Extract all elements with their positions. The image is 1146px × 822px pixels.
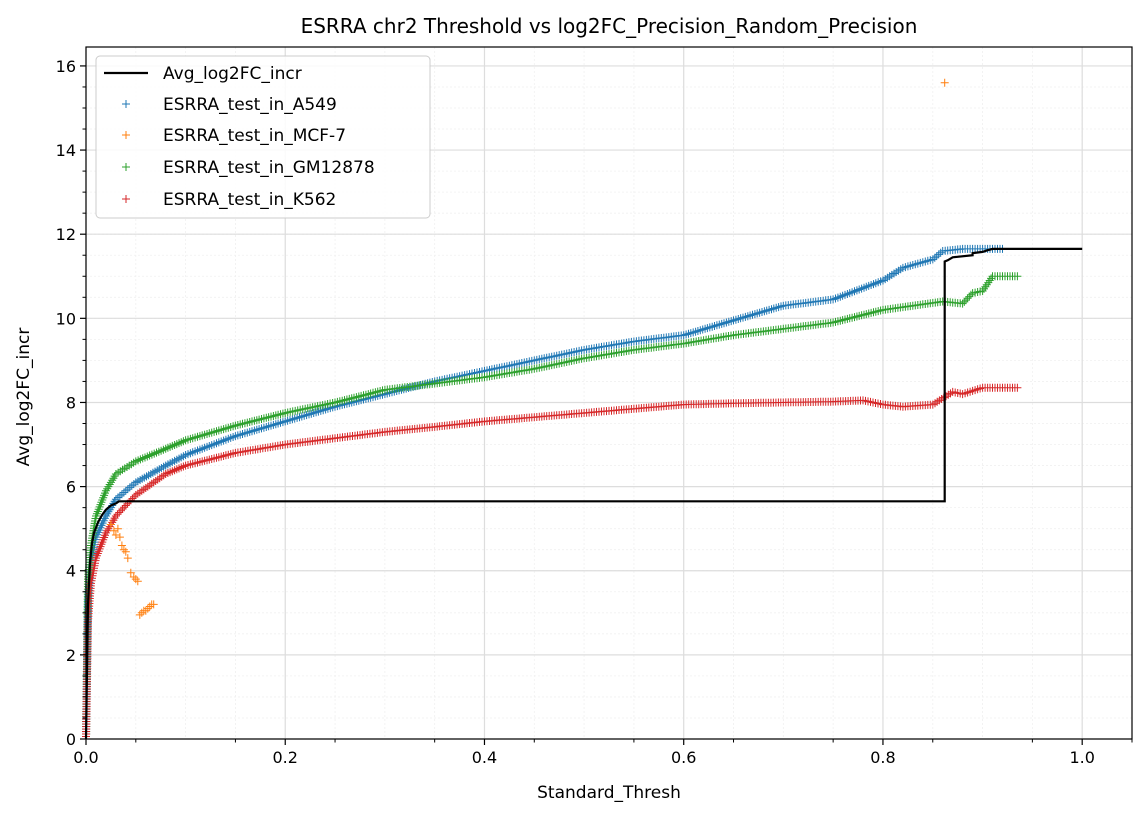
plot-frame [85,46,1133,740]
legend: Avg_log2FC_incr ESRRA_test_in_A549 ESRRA… [95,55,431,219]
chart-title: ESRRA chr2 Threshold vs log2FC_Precision… [301,14,918,38]
avg-log2fc-line [84,247,1083,740]
legend-marker-k562 [122,195,130,203]
x-tick-label: 0.2 [273,748,298,767]
y-tick-label: 0 [66,730,76,749]
legend-label-line: Avg_log2FC_incr [163,64,302,84]
legend-marker-symbol [122,195,130,203]
legend-label-gm12878: ESRRA_test_in_GM12878 [163,158,375,178]
series-markers-mcf7 [106,78,949,619]
legend-label-mcf7: ESRRA_test_in_MCF-7 [163,126,346,146]
y-tick-label: 12 [56,225,76,244]
legend-marker-mcf7 [122,131,130,139]
x-tick-label: 0.6 [671,748,696,767]
legend-marker-gm12878 [122,163,130,171]
legend-label-a549: ESRRA_test_in_A549 [163,95,337,115]
legend-marker-symbol [122,163,130,171]
legend-marker-symbol [122,131,130,139]
y-tick-label: 8 [66,393,76,412]
y-tick-label: 16 [56,57,76,76]
legend-marker-a549 [122,100,130,108]
x-tick-label: 0.8 [870,748,895,767]
y-axis-label: Avg_log2FC_incr [14,328,34,467]
y-tick-label: 2 [66,646,76,665]
legend-box [95,55,431,219]
legend-marker-symbol [122,100,130,108]
x-tick-label: 0.4 [472,748,497,767]
y-tick-label: 14 [56,141,76,160]
axes-layer: 0.0 0.2 0.4 0.6 0.8 1.0 0 2 4 6 8 10 12 14 16 [56,46,1133,767]
y-tick-label: 6 [66,478,76,497]
x-tick-label: 1.0 [1069,748,1094,767]
x-axis-label: Standard_Thresh [537,783,681,803]
y-tick-label: 10 [56,309,76,328]
y-tick-label: 4 [66,562,76,581]
legend-label-k562: ESRRA_test_in_K562 [163,190,336,210]
x-tick-label: 0.0 [73,748,98,767]
